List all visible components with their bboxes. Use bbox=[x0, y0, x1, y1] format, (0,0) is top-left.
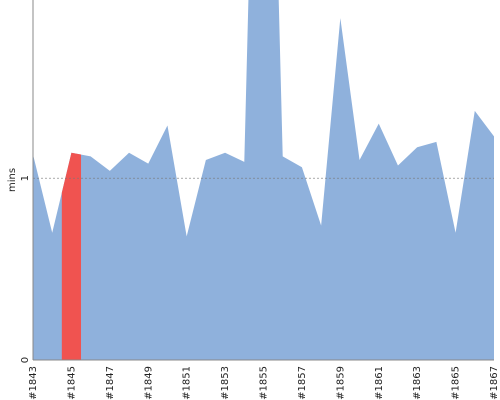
x-tick-label: #1867 bbox=[489, 366, 500, 400]
y-tick-label: 1 bbox=[20, 175, 31, 181]
x-tick-label: #1845 bbox=[66, 366, 77, 400]
x-tick-label: #1847 bbox=[105, 366, 116, 400]
y-axis-label: mins bbox=[7, 168, 18, 192]
x-tick-label: #1853 bbox=[220, 366, 231, 400]
x-tick-label: #1851 bbox=[182, 366, 193, 400]
x-tick-label: #1849 bbox=[143, 366, 154, 400]
x-tick-label: #1859 bbox=[335, 366, 346, 400]
x-tick-label: #1855 bbox=[259, 366, 270, 400]
x-tick-label: #1863 bbox=[412, 366, 423, 400]
x-tick-label: #1843 bbox=[28, 366, 39, 400]
area bbox=[33, 0, 494, 360]
y-tick-label: 0 bbox=[20, 357, 31, 363]
highlighted-build bbox=[61, 152, 82, 360]
x-tick-label: #1861 bbox=[374, 366, 385, 400]
x-tick-label: #1857 bbox=[297, 366, 308, 400]
x-tick-label: #1865 bbox=[451, 366, 462, 400]
